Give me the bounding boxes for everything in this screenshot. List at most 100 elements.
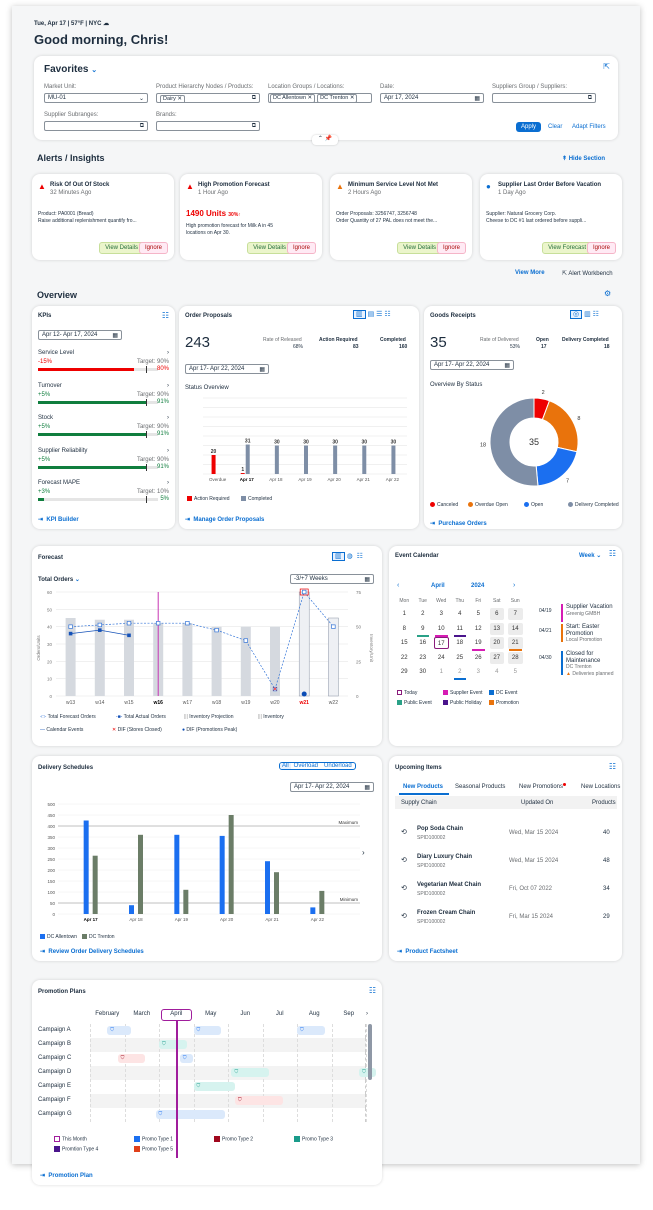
op-date-input[interactable]: Apr 17- Apr 22, 2024 ▦ [185,364,269,374]
month-button[interactable]: April [431,583,445,589]
promotion-bar[interactable]: ⛉ [159,1040,187,1049]
calendar-day[interactable]: 16 [419,640,427,646]
gr-date-input[interactable]: Apr 17- Apr 22, 2024 ▦ [430,360,514,370]
chevron-right-icon[interactable]: › [167,415,169,421]
adapt-filters-button[interactable]: Adapt Filters [572,124,606,130]
week-range-input[interactable]: -3/+7 Weeks ▦ [290,574,374,584]
kpi-name[interactable]: Stock [38,415,54,421]
vertical-scrollbar[interactable] [368,1024,372,1080]
favorites-title[interactable]: Favorites ⌄ [44,64,98,75]
calendar-day[interactable]: 23 [419,654,427,661]
calendar-day[interactable]: 13 [489,622,504,635]
tab-new-promotions[interactable]: New Promotions [519,784,564,790]
donut-chart-icon[interactable]: ◎ [570,310,583,319]
calendar-day[interactable]: 7 [508,608,523,620]
alert-card[interactable]: ● Supplier Last Order Before Vacation 1 … [480,174,622,260]
event-title[interactable]: Supplier Vacation [566,604,613,610]
alert-action-button[interactable]: View Details [99,242,144,254]
filter-chip[interactable]: DC Trenton ✕ [317,94,358,102]
apply-button[interactable]: Apply [516,122,542,132]
calendar-day[interactable]: 30 [419,669,427,675]
kpi-builder-link[interactable]: ⇥ KPI Builder [38,517,79,523]
calendar-day[interactable]: 28 [508,651,523,664]
calendar-day[interactable]: 1 [439,669,443,675]
calendar-day[interactable]: 9 [421,625,425,632]
kpi-name[interactable]: Turnover [38,382,62,389]
kpi-name[interactable]: Supplier Reliability [38,447,88,454]
calendar-day[interactable]: 27 [489,651,504,664]
calendar-day[interactable]: 21 [508,637,523,649]
tab-new-products[interactable]: New Products [403,784,444,790]
filter-settings-icon[interactable]: ☷ [592,311,599,318]
calendar-day[interactable]: 8 [402,625,406,632]
alert-action-button[interactable]: View Details [397,242,442,254]
kpi-date-input[interactable]: Apr 12- Apr 17, 2024 ▦ [38,330,122,340]
value-help-icon[interactable]: ⧉ [139,123,144,129]
calendar-day[interactable]: 29 [400,669,408,675]
calendar-day[interactable]: 12 [474,625,482,632]
prev-month-icon[interactable]: ‹ [397,582,400,589]
calendar-day[interactable]: 14 [508,622,523,635]
chart-toggle[interactable]: ◎ ▥ ☷ [570,310,599,319]
bar-chart-icon[interactable]: ▥ [353,310,366,319]
filter-settings-icon[interactable]: ☷ [356,553,363,560]
hierarchy-input[interactable]: Dairy ✕ ⧉ [156,93,260,103]
market-select[interactable]: MU-01 ⌄ [44,93,148,103]
segment-all[interactable]: All [280,763,291,769]
promotion-plan-link[interactable]: ⇥ Promotion Plan [40,1173,93,1179]
locations-input[interactable]: DC Allentown ✕ DC Trenton ✕ [268,93,372,103]
next-page-icon[interactable]: › [362,848,365,857]
filter-chip[interactable]: DC Allentown ✕ [270,94,316,102]
chart-toggle[interactable]: ▥ ▤ ☰ ☷ [353,310,391,319]
chevron-right-icon[interactable]: › [167,447,169,454]
promotion-bar[interactable]: ⛉ [231,1068,270,1077]
segment-underload[interactable]: Underload [324,763,352,769]
ignore-button[interactable]: Ignore [436,242,466,254]
filter-settings-icon[interactable]: ☷ [368,986,376,995]
chart-toggle[interactable]: ▥ ◍ ☷ [332,552,363,561]
chevron-right-icon[interactable]: › [167,382,169,389]
calendar-day[interactable]: 10 [437,625,445,632]
calendar-day[interactable]: 15 [400,640,408,646]
filter-settings-icon[interactable]: ☷ [608,549,616,558]
suppliers-input[interactable]: ⧉ [492,93,596,103]
chevron-right-icon[interactable]: › [167,480,169,486]
promotion-bar[interactable]: ⛉ [107,1026,132,1035]
calendar-day[interactable]: 4 [495,669,499,675]
calendar-day[interactable]: 22 [400,654,408,661]
promotion-bar[interactable]: ⛉ [117,1054,146,1063]
table-row[interactable]: Vegetarian Meat Chain [417,882,482,888]
tab-seasonal-products[interactable]: Seasonal Products [455,784,506,790]
settings-icon[interactable]: ⚙ [604,289,612,298]
alert-workbench-link[interactable]: ⇱ Alert Workbench [562,271,613,277]
calendar-day[interactable]: 1 [402,611,406,617]
calendar-day[interactable]: 2 [421,611,425,617]
bar-chart-icon[interactable]: ▥ [584,311,591,318]
promotion-bar[interactable]: ⛉ [155,1110,225,1119]
next-month-icon[interactable]: › [513,582,516,589]
ignore-button[interactable]: Ignore [138,242,168,254]
calendar-day[interactable]: 19 [474,640,482,646]
ignore-button[interactable]: Ignore [586,242,616,254]
table-row[interactable]: Frozen Cream Chain [417,910,476,916]
calendar-day[interactable]: 4 [458,611,462,617]
view-select[interactable]: Week ⌄ [579,553,602,559]
ignore-button[interactable]: Ignore [286,242,316,254]
calendar-day[interactable]: 5 [476,611,480,617]
alert-action-button[interactable]: View Forecast [542,242,592,254]
value-help-icon[interactable]: ⧉ [587,95,592,101]
calendar-day[interactable]: 24 [437,654,445,661]
promotion-bar[interactable]: ⛉ [234,1096,284,1105]
promotion-bar[interactable]: ⛉ [359,1068,377,1077]
event-title[interactable]: Closed for Maintenance [566,651,601,664]
subranges-input[interactable]: ⧉ [44,121,148,131]
calendar-day[interactable]: 3 [476,669,480,675]
calendar-day[interactable]: 5 [513,669,517,675]
promotion-bar[interactable]: ⛉ [179,1054,194,1063]
calendar-day[interactable]: 25 [456,654,464,661]
collapse-header-button[interactable]: ⌃ 📌 [312,135,338,145]
clear-button[interactable]: Clear [548,124,563,130]
product-factsheet-link[interactable]: ⇥ Product Factsheet [397,949,458,955]
year-button[interactable]: 2024 [471,583,485,589]
filter-settings-icon[interactable]: ☷ [161,311,169,320]
